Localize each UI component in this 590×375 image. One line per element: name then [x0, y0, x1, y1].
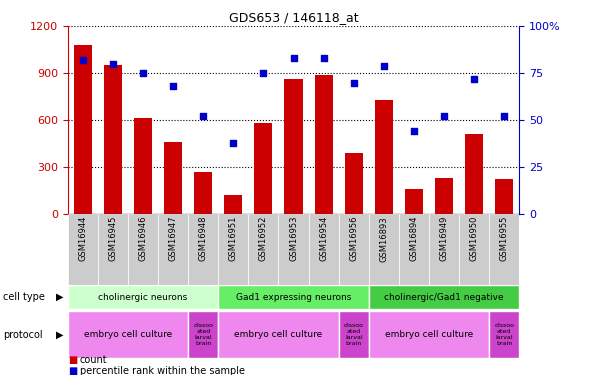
Text: Gad1 expressing neurons: Gad1 expressing neurons	[236, 292, 351, 302]
Bar	[489, 214, 519, 285]
Text: GSM16950: GSM16950	[470, 216, 478, 261]
Text: dissoo
ated
larval
brain: dissoo ated larval brain	[194, 324, 213, 346]
Point	[470, 76, 479, 82]
Text: ■: ■	[68, 366, 77, 375]
Text: GSM16954: GSM16954	[319, 216, 328, 261]
Bar	[459, 214, 489, 285]
Bar	[495, 179, 513, 214]
Text: GSM16945: GSM16945	[109, 216, 117, 261]
Text: GSM16953: GSM16953	[289, 216, 298, 261]
Point	[499, 113, 509, 119]
Bar	[248, 214, 278, 285]
Bar	[369, 285, 519, 309]
Bar	[218, 311, 339, 358]
Text: GSM16944: GSM16944	[78, 216, 87, 261]
Text: GSM16893: GSM16893	[379, 216, 388, 261]
Text: GSM16948: GSM16948	[199, 216, 208, 261]
Text: embryo cell culture: embryo cell culture	[84, 330, 172, 339]
Text: cholinergic neurons: cholinergic neurons	[99, 292, 188, 302]
Text: GSM16952: GSM16952	[259, 216, 268, 261]
Text: GSM16956: GSM16956	[349, 216, 358, 261]
Bar	[369, 214, 399, 285]
Point	[439, 113, 449, 119]
Title: GDS653 / 146118_at: GDS653 / 146118_at	[229, 11, 358, 24]
Text: GSM16947: GSM16947	[169, 216, 178, 261]
Bar	[224, 195, 242, 214]
Bar	[399, 214, 429, 285]
Text: percentile rank within the sample: percentile rank within the sample	[80, 366, 245, 375]
Bar	[489, 311, 519, 358]
Point	[409, 128, 419, 134]
Point	[169, 83, 178, 89]
Text: dissoo
ated
larval
brain: dissoo ated larval brain	[494, 324, 514, 346]
Bar	[74, 45, 92, 214]
Text: GSM16946: GSM16946	[139, 216, 148, 261]
Bar	[429, 214, 459, 285]
Point	[228, 140, 238, 146]
Text: count: count	[80, 355, 107, 365]
Bar	[104, 65, 122, 214]
Bar	[309, 214, 339, 285]
Text: ▶: ▶	[56, 292, 64, 302]
Bar	[314, 75, 333, 214]
Text: GSM16955: GSM16955	[500, 216, 509, 261]
Text: cholinergic/Gad1 negative: cholinergic/Gad1 negative	[384, 292, 504, 302]
Point	[78, 57, 88, 63]
Text: dissoo
ated
larval
brain: dissoo ated larval brain	[344, 324, 363, 346]
Bar	[68, 214, 98, 285]
Bar	[339, 214, 369, 285]
Bar	[369, 311, 489, 358]
Bar	[284, 80, 303, 214]
Bar	[278, 214, 309, 285]
Bar	[188, 214, 218, 285]
Bar	[254, 123, 273, 214]
Bar	[194, 172, 212, 214]
Point	[198, 113, 208, 119]
Point	[379, 63, 388, 69]
Text: GSM16951: GSM16951	[229, 216, 238, 261]
Bar	[68, 311, 188, 358]
Text: cell type: cell type	[3, 292, 45, 302]
Bar	[218, 285, 369, 309]
Text: ▶: ▶	[56, 330, 64, 340]
Bar	[98, 214, 128, 285]
Point	[258, 70, 268, 76]
Text: GSM16894: GSM16894	[409, 216, 418, 261]
Point	[289, 55, 298, 61]
Bar	[158, 214, 188, 285]
Text: ■: ■	[68, 355, 77, 365]
Text: embryo cell culture: embryo cell culture	[385, 330, 473, 339]
Bar	[128, 214, 158, 285]
Bar	[435, 178, 453, 214]
Text: embryo cell culture: embryo cell culture	[234, 330, 323, 339]
Point	[319, 55, 328, 61]
Bar	[134, 118, 152, 214]
Text: protocol: protocol	[3, 330, 42, 340]
Bar	[345, 153, 363, 214]
Bar	[375, 100, 393, 214]
Point	[138, 70, 148, 76]
Bar	[465, 134, 483, 214]
Bar	[405, 189, 423, 214]
Bar	[164, 142, 182, 214]
Bar	[188, 311, 218, 358]
Point	[109, 61, 118, 67]
Bar	[218, 214, 248, 285]
Point	[349, 80, 359, 86]
Text: GSM16949: GSM16949	[440, 216, 448, 261]
Bar	[68, 285, 218, 309]
Bar	[339, 311, 369, 358]
